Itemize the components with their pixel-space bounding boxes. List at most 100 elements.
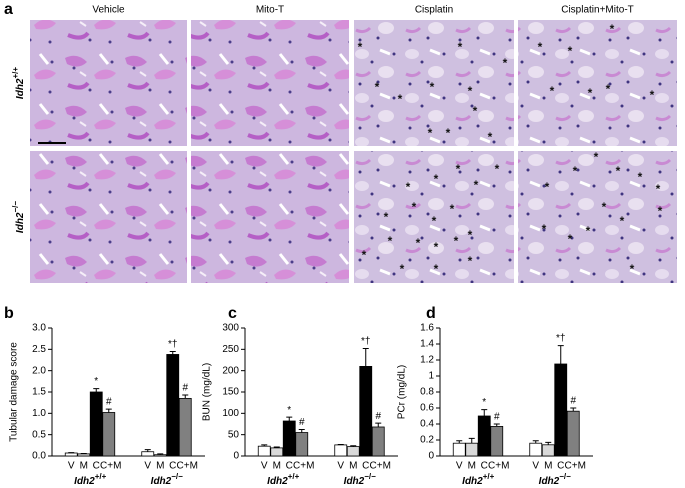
x-tick-label: C+M	[370, 461, 391, 472]
bar	[64, 452, 78, 457]
bar	[102, 412, 116, 457]
lesion-marker: *	[620, 214, 625, 228]
bar	[270, 447, 284, 457]
genotype-label: Idh2−/−	[11, 201, 26, 233]
lesion-marker: *	[616, 164, 621, 178]
significance: #	[494, 412, 500, 423]
gene: Idh2	[15, 212, 26, 233]
lesion-marker: *	[456, 162, 461, 176]
lesion-marker: *	[573, 164, 578, 178]
error-bar	[468, 437, 475, 444]
error-bar	[286, 416, 293, 422]
y-tick-label: 0.0	[32, 451, 46, 462]
micrograph	[30, 151, 187, 283]
error-bar	[93, 388, 100, 392]
y-tick-label: 0.6	[420, 403, 434, 414]
lesion-marker: *	[474, 178, 479, 192]
column-title: Cisplatin+Mito-T	[561, 5, 634, 16]
x-tick-label: C	[286, 461, 293, 472]
lesion-marker: *	[375, 80, 380, 94]
x-tick-label: C+M	[100, 461, 121, 472]
significance: *†	[556, 333, 565, 344]
error-bar	[493, 423, 500, 427]
error-bar	[481, 409, 488, 416]
error-bar	[375, 422, 382, 427]
x-tick-label: M	[349, 461, 357, 472]
lesion-marker: *	[430, 80, 435, 94]
bar	[257, 445, 271, 457]
lesion-marker: *	[468, 228, 473, 242]
lesion-marker: *	[416, 236, 421, 250]
lesion-marker: *	[358, 40, 363, 54]
y-tick-label: 300	[222, 323, 239, 334]
bar	[282, 420, 296, 457]
panel-label: b	[4, 305, 14, 322]
lesion-marker: *	[606, 82, 611, 96]
error-bar	[350, 445, 357, 447]
lesion-marker: *	[630, 262, 635, 276]
lesion-marker: *	[432, 214, 437, 228]
lesion-marker: *	[468, 254, 473, 268]
y-tick-label: 0	[428, 451, 434, 462]
error-bar	[557, 345, 564, 364]
x-tick-label: M	[544, 461, 552, 472]
lesion-marker: *	[568, 232, 573, 246]
gene: Idh2	[15, 78, 26, 99]
genotype-label: Idh2+/+	[462, 472, 494, 487]
lesion-marker: *	[658, 204, 663, 218]
column-title: Vehicle	[92, 5, 125, 16]
y-tick-label: 2.5	[32, 344, 46, 355]
lesion-marker: *	[488, 130, 493, 144]
y-tick-label: 1.6	[420, 323, 434, 334]
gene: Idh2	[344, 476, 365, 487]
y-tick-label: 0.2	[420, 435, 434, 446]
error-bar	[362, 347, 369, 367]
genotype: −/−	[559, 472, 571, 481]
x-tick-label: C+M	[293, 461, 314, 472]
error-bar	[545, 441, 552, 445]
micrograph	[191, 151, 349, 283]
lesion-marker: *	[400, 262, 405, 276]
gene: Idh2	[462, 476, 483, 487]
significance: #	[299, 417, 305, 428]
lesion-marker: *	[454, 234, 459, 248]
lesion-marker: *	[412, 200, 417, 214]
gene: Idh2	[539, 476, 560, 487]
lesion-marker: *	[610, 22, 615, 36]
y-tick-label: 200	[222, 365, 239, 376]
x-tick-label: M	[273, 461, 281, 472]
micrograph-grid: Vehicle Mito-T Cisplatin Cisplatin+Mito-T * *…	[30, 5, 677, 283]
lesion-marker: *	[450, 202, 455, 216]
bar	[77, 453, 91, 457]
genotype-label: Idh2−/−	[344, 472, 376, 487]
lesion-marker: *	[434, 262, 439, 276]
lesion-marker: *	[446, 126, 451, 140]
lesion-marker: *	[638, 170, 643, 184]
micrograph	[191, 20, 349, 146]
lesion-marker: *	[545, 180, 550, 194]
lesion-marker: *	[458, 40, 463, 54]
genotype-label: Idh2+/+	[11, 67, 26, 99]
error-bar	[105, 408, 112, 413]
significance: *†	[361, 336, 370, 347]
significance: *	[287, 405, 291, 416]
lesion-marker: *	[602, 200, 607, 214]
x-tick-label: M	[156, 461, 164, 472]
bar	[452, 442, 466, 457]
y-tick-label: 1.4	[420, 339, 434, 350]
genotype: +/+	[11, 67, 20, 79]
bar	[554, 363, 568, 457]
x-tick-label: V	[456, 461, 463, 472]
significance: *	[482, 397, 486, 408]
lesion-marker: *	[406, 180, 411, 194]
x-tick-label: C	[93, 461, 100, 472]
panel-label: d	[426, 305, 436, 322]
bar	[359, 365, 373, 457]
error-bar	[144, 449, 151, 452]
lesion-marker: *	[588, 86, 593, 100]
bar	[178, 397, 192, 457]
gene: Idh2	[74, 476, 95, 487]
lesion-marker: *	[542, 222, 547, 236]
y-tick-label: 0.8	[420, 387, 434, 398]
